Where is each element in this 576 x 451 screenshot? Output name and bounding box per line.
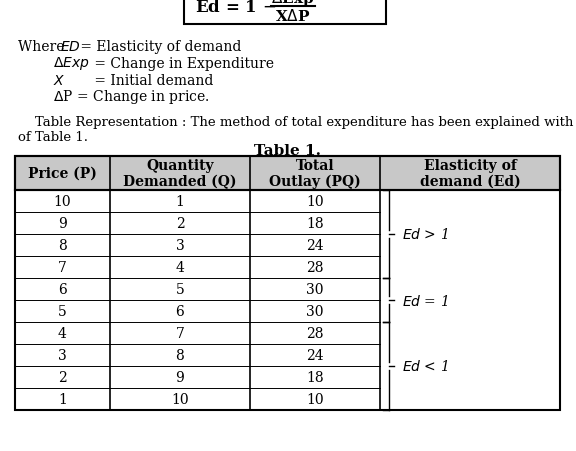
Text: 18: 18 [306,370,324,384]
Text: 3: 3 [176,239,184,253]
Text: 6: 6 [176,304,184,318]
Text: 24: 24 [306,348,324,362]
Text: 9: 9 [176,370,184,384]
Text: Quantity
Demanded (Q): Quantity Demanded (Q) [123,158,237,189]
Text: 2: 2 [58,370,67,384]
Text: 8: 8 [176,348,184,362]
Text: 1: 1 [176,194,184,208]
Text: X$\Delta$P: X$\Delta$P [275,8,310,24]
Text: 5: 5 [176,282,184,296]
Text: 28: 28 [306,326,324,340]
Text: 30: 30 [306,282,324,296]
Text: $\it{Ed}$ > 1: $\it{Ed}$ > 1 [402,227,448,242]
Text: 10: 10 [306,392,324,406]
Text: 8: 8 [58,239,67,253]
Text: Ed = 1 $-$: Ed = 1 $-$ [195,0,276,15]
Text: $\it{ED}$: $\it{ED}$ [60,40,81,54]
Bar [15,156,560,191]
Text: $\it{Ed}$ < 1: $\it{Ed}$ < 1 [402,359,448,374]
Text: 4: 4 [58,326,67,340]
Text: 1: 1 [58,392,67,406]
Text: 24: 24 [306,239,324,253]
Text: $\Delta$Exp: $\Delta$Exp [271,0,314,8]
Text: 18: 18 [306,216,324,230]
Text: 7: 7 [176,326,184,340]
Text: Total
Outlay (PQ): Total Outlay (PQ) [269,158,361,189]
Text: = Elasticity of demand: = Elasticity of demand [76,40,241,54]
Text: 10: 10 [171,392,189,406]
Text: 28: 28 [306,260,324,274]
Text: $\it{X}$: $\it{X}$ [18,74,65,88]
Text: 9: 9 [58,216,67,230]
Text: 6: 6 [58,282,67,296]
Text: 3: 3 [58,348,67,362]
Text: $\it{Ed}$ = 1: $\it{Ed}$ = 1 [402,293,448,308]
Text: $\Delta$P = Change in price.: $\Delta$P = Change in price. [18,88,210,106]
Text: 30: 30 [306,304,324,318]
FancyBboxPatch shape [184,0,386,25]
Text: 2: 2 [176,216,184,230]
Text: $\Delta\it{Exp}$: $\Delta\it{Exp}$ [18,55,90,72]
Text: 4: 4 [176,260,184,274]
Text: Price (P): Price (P) [28,166,97,180]
Text: Elasticity of
demand (Ed): Elasticity of demand (Ed) [420,159,520,189]
Text: Table Representation : The method of total expenditure has been explained with t: Table Representation : The method of tot… [18,116,576,144]
Text: Where: Where [18,40,73,54]
Text: 10: 10 [306,194,324,208]
Text: 10: 10 [54,194,71,208]
Bar [15,156,560,410]
Text: 5: 5 [58,304,67,318]
Text: = Initial demand: = Initial demand [90,74,213,88]
Text: Table 1.: Table 1. [255,144,321,158]
Text: 7: 7 [58,260,67,274]
Text: = Change in Expenditure: = Change in Expenditure [90,57,274,71]
